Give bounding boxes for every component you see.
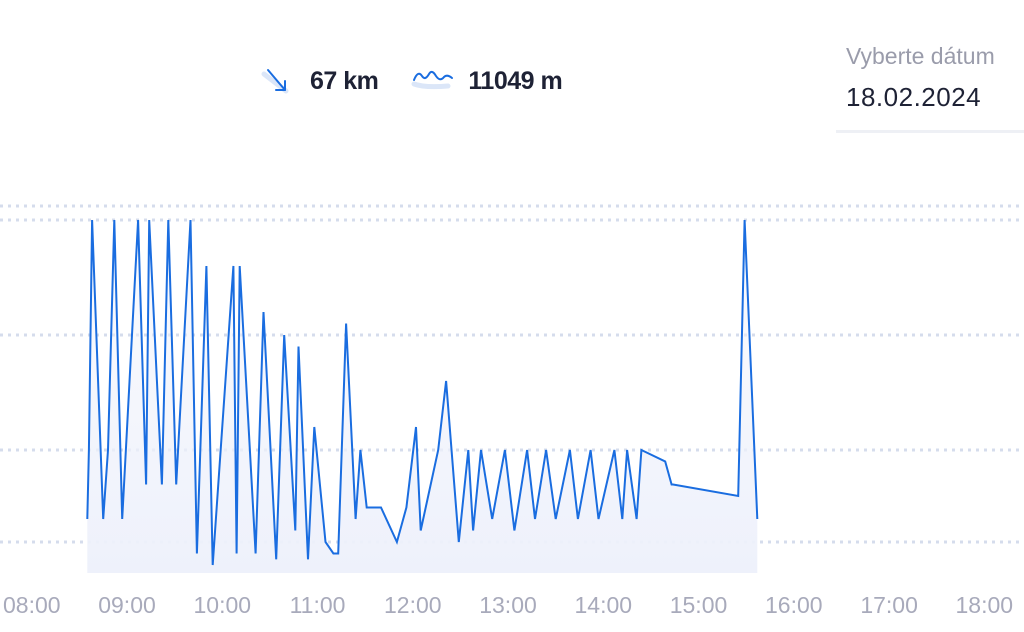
mountain-wave-icon xyxy=(410,64,456,99)
x-tick-label: 13:00 xyxy=(479,592,537,618)
elevation-stat: 11049 m xyxy=(410,64,563,99)
distance-stat: 67 km xyxy=(258,62,379,101)
x-tick-label: 17:00 xyxy=(860,592,918,618)
x-axis-ticks: 08:00 09:00 10:00 11:00 12:00 13:00 14:00 15:00… xyxy=(3,592,1013,618)
series-line xyxy=(86,219,759,566)
arrow-down-right-icon xyxy=(258,62,298,101)
x-tick-label: 09:00 xyxy=(98,592,156,618)
distance-value: 67 km xyxy=(310,67,379,95)
series-area xyxy=(87,220,758,573)
x-tick-label: 18:00 xyxy=(956,592,1014,618)
date-picker-value[interactable]: 18.02.2024 xyxy=(846,82,982,112)
x-tick-label: 11:00 xyxy=(290,592,346,618)
line-layer xyxy=(86,219,759,566)
date-picker[interactable]: Vyberte dátum 18.02.2024 xyxy=(836,40,1024,133)
date-picker-label: Vyberte dátum xyxy=(846,43,995,69)
x-tick-label: 08:00 xyxy=(3,592,61,618)
x-tick-label: 14:00 xyxy=(575,592,633,618)
trip-stats: 67 km 11049 m xyxy=(258,62,563,101)
x-tick-label: 16:00 xyxy=(765,592,823,618)
x-tick-label: 10:00 xyxy=(194,592,252,618)
area-layer xyxy=(87,220,758,573)
x-tick-label: 15:00 xyxy=(670,592,728,618)
x-tick-label: 12:00 xyxy=(384,592,442,618)
elevation-value: 11049 m xyxy=(468,67,563,95)
